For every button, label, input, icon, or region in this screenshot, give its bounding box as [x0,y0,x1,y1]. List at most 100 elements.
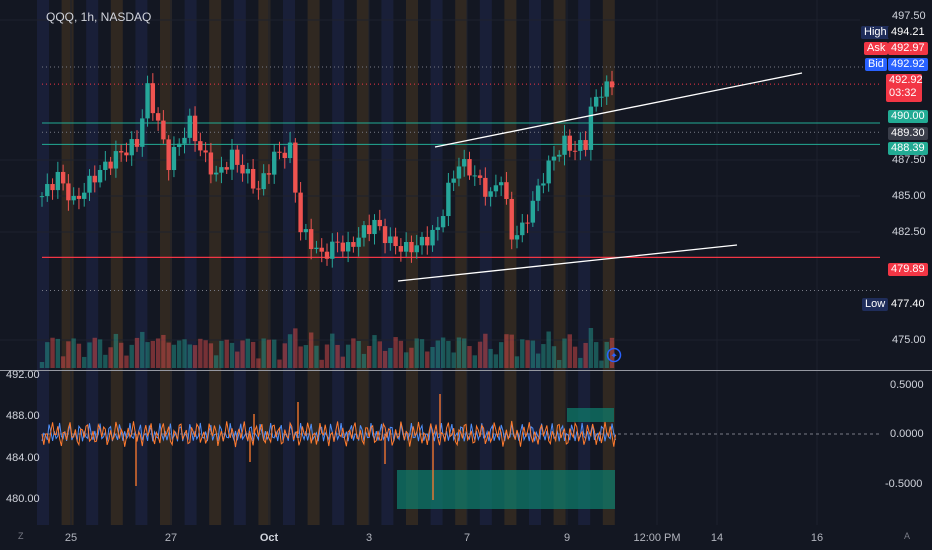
candle-body [266,173,272,175]
candle-body [293,142,298,193]
session-band [406,0,418,525]
volume-bar [266,339,272,368]
volume-bar [155,338,161,368]
volume-bar [182,339,187,368]
candle-body [456,166,462,179]
session-band [602,0,615,525]
session-band [430,0,443,525]
candle-body [393,236,398,247]
candle-body [45,184,50,197]
volume-bar [393,337,398,368]
volume-bar [446,340,451,368]
volume-bar [562,338,567,368]
volume-bar [97,339,103,368]
event-marker-icon[interactable] [606,347,622,363]
candle-body [483,177,488,197]
candle-body [103,161,108,170]
volume-bar [50,337,55,368]
last-price-tag: 492.92 03:32 [886,74,923,102]
volume-bar [45,342,50,368]
candle-body [240,164,245,174]
session-bands [37,0,615,525]
last-price-value: 492.92 [889,74,923,86]
time-tick-9: 9 [563,532,571,544]
volume-bar [409,347,414,368]
volume-bar [583,342,588,368]
candle-body [182,137,187,144]
volume-bar [256,358,261,368]
candle-body [219,167,224,173]
candle-body [140,118,145,147]
bar-countdown: 03:32 [889,87,917,99]
candle-body [203,150,208,153]
oscillator-pane [41,394,880,509]
volume-bar [298,346,303,368]
volume-bar [567,334,572,368]
volume-bar [166,342,171,368]
osc-left-tick-492: 492.00 [6,369,40,381]
candle-body [446,182,451,217]
volume-bar [551,346,557,368]
candle-body [287,142,293,159]
session-band [86,0,99,525]
volume-bar [403,352,409,368]
volume-bar [76,343,82,368]
volume-bar [398,340,404,368]
candle-body [599,96,604,98]
volume-bar [71,338,76,368]
bid-value-tag: 492.92 [888,58,928,71]
volume-bar [535,353,541,368]
candle-body [256,188,261,190]
candle-body [572,150,578,152]
lower-trend-line [397,244,738,282]
price-tick-482: 482.50 [892,226,926,238]
candle-body [87,175,92,193]
candle-body [472,175,477,177]
volume-bar [324,344,330,368]
event-marker-glyph: ✦ [610,351,618,361]
zoom-toggle-icon[interactable]: Z [18,531,24,541]
candle-body [150,83,156,114]
session-band [553,0,566,525]
candle-body [277,151,282,153]
candle-body [403,241,409,252]
low-value-tag: 477.40 [888,298,928,311]
price-tick-497: 497.50 [892,10,926,22]
volume-bar [340,356,346,368]
candle-body [92,175,97,183]
candle-body [525,222,530,224]
auto-scale-icon[interactable]: A [904,531,911,541]
candle-body [551,156,557,161]
high-value-tag: 494.21 [888,26,928,39]
candle-body [430,229,435,246]
volume-bar [240,340,245,368]
volume-bar [588,328,594,368]
volume-bar [356,340,361,368]
volume-bar [55,338,61,368]
candle-body [250,168,256,189]
session-band [184,0,197,525]
candle-body [367,225,372,235]
price-tick-487: 487.50 [892,154,926,166]
session-band [110,0,123,525]
candle-body [578,140,583,151]
volume-bar [124,355,129,368]
volume-bar [235,351,240,368]
level-489-tag: 489.30 [888,127,928,140]
candle-body [118,151,124,153]
volume-bar [145,342,150,368]
candle-body [50,184,55,191]
candle-body [39,196,45,198]
candle-body [414,245,419,253]
session-band [135,0,148,525]
symbol-title[interactable]: QQQ, 1h, NASDAQ [46,10,152,24]
volume-bar [272,339,277,368]
candle-body [97,169,103,183]
volume-bar [60,356,66,368]
volume-bar [208,343,214,368]
osc-right-tick-0-5: 0.5000 [890,379,924,391]
candle-body [308,229,314,250]
candle-body [198,141,203,151]
candle-body [187,115,192,138]
